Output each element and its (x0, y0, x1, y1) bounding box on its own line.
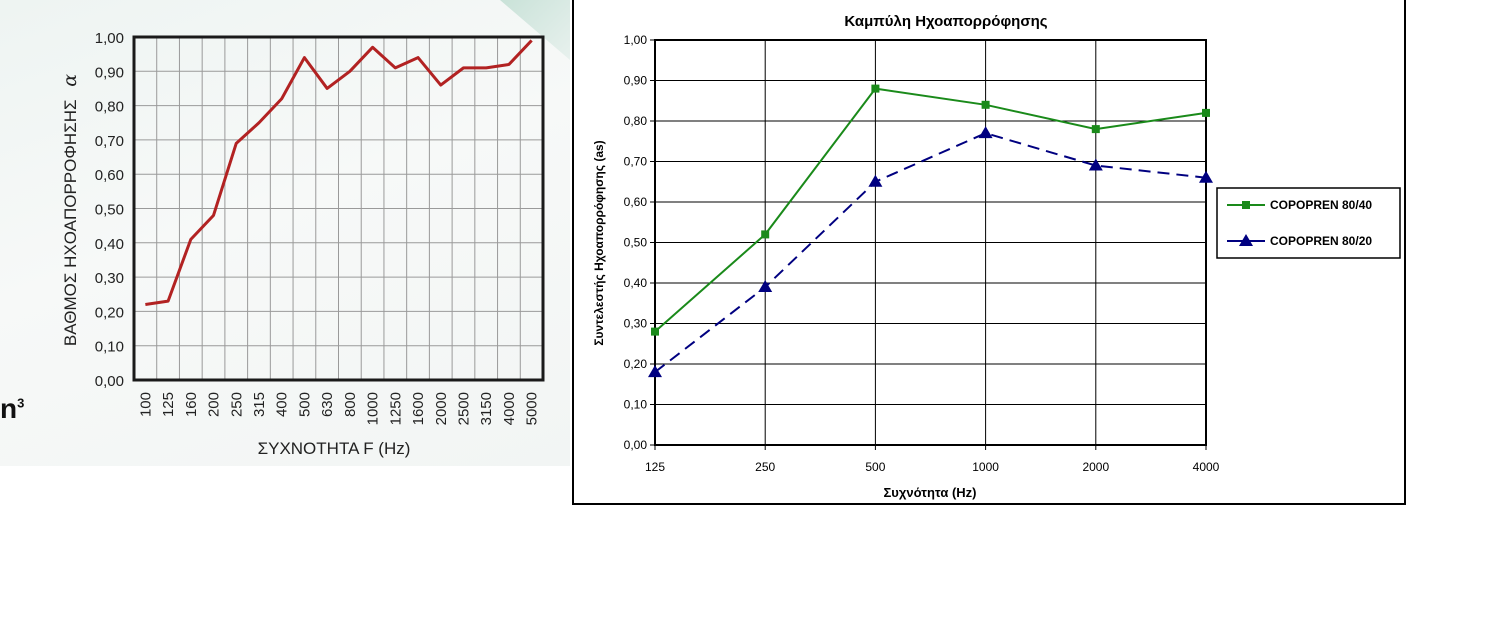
right-chart: Καμπύλη Ηχοαπορρόφησης 0,000,100,200,300… (592, 13, 1401, 500)
right-y-tick-label: 0,30 (624, 317, 648, 331)
series-0-point (1202, 108, 1210, 117)
left-x-tick-label: 630 (319, 392, 336, 417)
left-y-tick-label: 0,30 (95, 270, 124, 287)
left-x-tick-label: 2000 (433, 392, 450, 425)
left-grid (134, 36, 543, 381)
series-1-point (978, 126, 993, 139)
right-chart-title: Καμπύλη Ηχοαπορρόφησης (844, 13, 1047, 30)
right-series (648, 84, 1213, 378)
legend-label: COPOPREN 80/20 (1270, 234, 1372, 248)
right-x-axis-label: Συχνότητα (Hz) (884, 485, 977, 500)
series-line-0 (654, 87, 1207, 333)
left-series-line (145, 39, 533, 307)
clipped-unit-text: n3 (0, 393, 25, 424)
series-0-point (871, 84, 880, 93)
legend-marker (1242, 201, 1250, 209)
left-panel-bottom (0, 466, 570, 626)
right-y-tick-label: 0,40 (624, 276, 648, 290)
right-x-tick-label: 4000 (1193, 460, 1220, 474)
left-x-tick-label: 1250 (387, 392, 404, 425)
left-y-ticks: 0,00 0,10 0,20 0,30 0,40 0,50 0,60 0,70 0,80 0,90… (95, 30, 124, 390)
right-x-tick-label: 2000 (1082, 460, 1109, 474)
right-y-tick-label: 0,00 (624, 438, 648, 452)
left-y-tick-label: 0,70 (95, 133, 124, 150)
legend-box (1216, 187, 1401, 259)
series-1-point (1199, 170, 1213, 183)
left-x-tick-label: 5000 (524, 392, 541, 425)
left-plot-border (132, 35, 545, 382)
left-y-axis-label-group: ΒΑΘΜΟΣ ΗΧΟΑΠΟΡΡΟΦΗΣΗΣ α (59, 74, 81, 346)
left-y-tick-label: 0,40 (95, 236, 124, 253)
left-y-tick-label: 0,60 (95, 167, 124, 184)
left-x-tick-label: 250 (228, 392, 245, 417)
right-y-tick-label: 0,80 (624, 114, 648, 128)
left-x-tick-label: 4000 (501, 392, 518, 425)
right-x-tick-label: 125 (645, 460, 665, 474)
series-0-point (1091, 125, 1100, 134)
right-x-ticks: 125 250 500 1000 2000 4000 (645, 460, 1220, 474)
left-x-tick-label: 1000 (365, 392, 382, 425)
series-0-point (981, 100, 990, 109)
left-y-tick-label: 0,10 (95, 339, 124, 356)
left-x-tick-label: 100 (137, 392, 154, 417)
series-1-point (648, 365, 662, 378)
right-y-tick-label: 0,60 (624, 195, 648, 209)
right-x-tick-label: 500 (865, 460, 885, 474)
right-x-tick-label: 1000 (972, 460, 999, 474)
right-x-tick-label: 250 (755, 460, 775, 474)
left-y-tick-label: 0,00 (95, 373, 124, 390)
right-legend: COPOPREN 80/40 COPOPREN 80/20 (1216, 187, 1401, 259)
right-y-tick-label: 0,70 (624, 155, 648, 169)
left-y-axis-label: ΒΑΘΜΟΣ ΗΧΟΑΠΟΡΡΟΦΗΣΗΣ α (59, 74, 81, 346)
series-0-point (761, 230, 770, 239)
right-y-tick-label: 0,50 (624, 236, 648, 250)
series-0-point (651, 327, 659, 336)
right-y-tick-label: 0,90 (624, 74, 648, 88)
right-y-tick-label: 1,00 (624, 33, 648, 47)
left-y-tick-label: 0,90 (95, 64, 124, 81)
series-1-point (868, 174, 883, 187)
right-grid (650, 39, 1207, 450)
left-y-tick-label: 0,20 (95, 304, 124, 321)
left-chart: 0,00 0,10 0,20 0,30 0,40 0,50 0,60 0,70 0,80 0,90… (59, 30, 545, 458)
right-y-axis-label: Συντελεστής Ηχοαπορρόφησης (as) (592, 140, 606, 345)
left-x-tick-label: 2500 (455, 392, 472, 425)
legend-label: COPOPREN 80/40 (1270, 198, 1372, 212)
left-y-axis-label-text: ΒΑΘΜΟΣ ΗΧΟΑΠΟΡΡΟΦΗΣΗΣ (61, 100, 80, 347)
left-x-tick-label: 125 (160, 392, 177, 417)
series-1-point (1088, 158, 1103, 171)
legend-marker (1239, 234, 1253, 246)
right-y-tick-label: 0,20 (624, 357, 648, 371)
left-x-tick-label: 500 (296, 392, 313, 417)
left-x-tick-label: 315 (251, 392, 268, 417)
left-y-tick-label: 1,00 (95, 30, 124, 47)
left-y-axis-symbol: α (59, 74, 81, 87)
left-x-tick-label: 800 (342, 392, 359, 417)
left-y-tick-label: 0,80 (95, 99, 124, 116)
right-y-tick-label: 0,10 (624, 398, 648, 412)
left-x-tick-label: 200 (206, 392, 223, 417)
left-x-tick-label: 1600 (410, 392, 427, 425)
right-y-ticks: 0,00 0,10 0,20 0,30 0,40 0,50 0,60 0,70 0,80 0,90… (624, 33, 648, 452)
left-x-tick-label: 400 (274, 392, 291, 417)
left-x-tick-label: 160 (183, 392, 200, 417)
left-x-axis-label: ΣΥΧΝΟΤΗΤΑ F (Hz) (258, 439, 411, 458)
left-y-tick-label: 0,50 (95, 202, 124, 219)
left-x-ticks: 100 125 160 200 250 315 400 500 630 800 1000 1250 16… (137, 392, 540, 425)
right-plot-border (654, 39, 1207, 446)
left-x-tick-label: 3150 (478, 392, 495, 425)
series-line-1 (654, 132, 1207, 373)
series-1-point (758, 280, 773, 293)
